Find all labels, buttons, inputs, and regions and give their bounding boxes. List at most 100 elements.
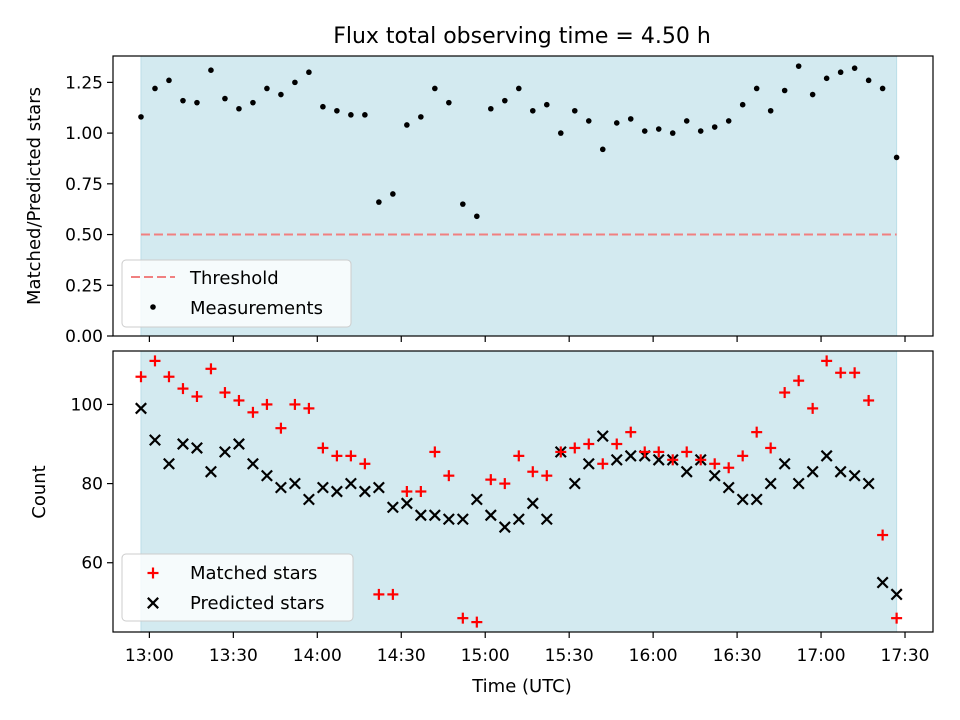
cross-stroke bbox=[414, 509, 427, 522]
matched-marker bbox=[639, 446, 651, 458]
cross-stroke bbox=[512, 513, 525, 526]
measurement-point bbox=[725, 118, 732, 124]
ratio-y-axis-label: Matched/Predicted stars bbox=[24, 87, 45, 305]
cross-stroke bbox=[750, 493, 763, 506]
predicted-marker bbox=[386, 501, 399, 514]
matched-marker bbox=[191, 391, 203, 403]
matched-marker bbox=[345, 450, 357, 462]
predicted-marker bbox=[232, 438, 245, 450]
matched-marker bbox=[653, 446, 665, 458]
measurement-points bbox=[138, 63, 900, 220]
cross-stroke bbox=[862, 477, 875, 490]
cross-stroke bbox=[624, 449, 637, 462]
cross-stroke bbox=[316, 481, 329, 494]
cross-stroke bbox=[820, 449, 833, 462]
cross-stroke bbox=[428, 509, 441, 522]
count-x-ticks: 13:00 13:30 14:00 14:30 15:00 15:30 16:00 16:30… bbox=[125, 632, 930, 666]
predicted-marker bbox=[316, 481, 329, 494]
count-y-tick-label: 80 bbox=[81, 475, 103, 495]
predicted-marker bbox=[722, 481, 735, 494]
x-axis-label: Time (UTC) bbox=[471, 676, 572, 697]
predicted-marker bbox=[596, 430, 609, 443]
legend-threshold-label: Threshold bbox=[189, 268, 279, 289]
cross-stroke bbox=[736, 493, 749, 506]
legend-measurement-label: Measurements bbox=[190, 298, 323, 319]
predicted-marker bbox=[274, 481, 287, 494]
predicted-marker bbox=[204, 465, 217, 478]
matched-marker bbox=[737, 450, 749, 462]
cross-stroke bbox=[190, 441, 203, 454]
predicted-marker bbox=[890, 588, 903, 601]
matched-marker bbox=[807, 402, 819, 414]
matched-marker bbox=[779, 387, 791, 399]
x-tick-label: 17:30 bbox=[881, 646, 930, 666]
measurement-point bbox=[334, 107, 340, 114]
measurement-point bbox=[585, 118, 592, 124]
matched-marker bbox=[443, 470, 455, 482]
predicted-marker bbox=[736, 493, 749, 506]
predicted-marker bbox=[750, 493, 763, 506]
x-tick-label: 13:00 bbox=[125, 646, 174, 666]
measurement-point bbox=[879, 85, 886, 92]
matched-marker bbox=[471, 616, 483, 628]
measurement-point bbox=[809, 91, 816, 98]
matched-marker bbox=[485, 474, 497, 486]
predicted-marker bbox=[288, 477, 301, 490]
predicted-marker bbox=[526, 497, 539, 510]
cross-stroke bbox=[540, 513, 553, 526]
legend-matched-label: Matched stars bbox=[190, 563, 317, 584]
x-tick-label: 15:00 bbox=[461, 646, 510, 666]
matched-marker bbox=[149, 355, 161, 367]
matched-marker bbox=[877, 529, 889, 541]
cross-stroke bbox=[176, 438, 189, 450]
cross-stroke bbox=[890, 588, 903, 601]
measurement-point bbox=[474, 213, 480, 220]
count-y-tick-label: 60 bbox=[81, 554, 103, 574]
count-y-tick-label: 100 bbox=[71, 395, 103, 415]
matched-marker bbox=[499, 478, 511, 490]
matched-marker bbox=[387, 588, 399, 600]
matched-marker bbox=[625, 426, 637, 438]
cross-stroke bbox=[484, 509, 497, 522]
matched-marker bbox=[821, 355, 833, 367]
measurement-point bbox=[250, 99, 256, 106]
measurement-point bbox=[362, 112, 368, 118]
cross-stroke bbox=[596, 430, 609, 443]
measurement-point bbox=[557, 130, 564, 136]
predicted-marker bbox=[442, 513, 455, 526]
matched-marker bbox=[597, 458, 609, 470]
matched-marker bbox=[303, 402, 315, 414]
matched-marker bbox=[849, 367, 861, 379]
measurement-point bbox=[236, 105, 242, 112]
matched-marker bbox=[359, 458, 371, 470]
cross-stroke bbox=[568, 477, 581, 490]
cross-stroke bbox=[582, 457, 595, 470]
ratio-y-tick-label: 0.75 bbox=[65, 175, 103, 195]
predicted-marker bbox=[652, 453, 665, 466]
predicted-marker bbox=[149, 434, 161, 447]
ratio-y-tick-label: 0.25 bbox=[65, 276, 103, 296]
measurement-point bbox=[613, 120, 620, 126]
ratio-legend-box bbox=[121, 259, 352, 328]
count-y-axis-label: Count bbox=[29, 465, 50, 518]
chart-title: Flux total observing time = 4.50 h bbox=[333, 24, 711, 49]
matched-marker bbox=[261, 398, 273, 410]
measurement-point bbox=[446, 99, 452, 106]
cross-stroke bbox=[147, 597, 159, 609]
cross-stroke bbox=[149, 434, 161, 447]
matched-marker bbox=[555, 446, 567, 458]
matched-marker bbox=[751, 426, 763, 438]
matched-marker bbox=[891, 612, 903, 624]
matched-marker bbox=[317, 442, 329, 454]
measurement-point bbox=[571, 107, 578, 114]
predicted-marker bbox=[498, 521, 511, 534]
legend-matched-swatch bbox=[147, 567, 159, 579]
matched-markers bbox=[135, 355, 903, 628]
predicted-marker bbox=[135, 402, 147, 415]
matched-marker bbox=[401, 486, 413, 497]
matched-marker bbox=[219, 387, 231, 399]
predicted-marker bbox=[764, 477, 777, 490]
cross-stroke bbox=[344, 477, 357, 490]
legend-cross-marker bbox=[147, 597, 159, 609]
